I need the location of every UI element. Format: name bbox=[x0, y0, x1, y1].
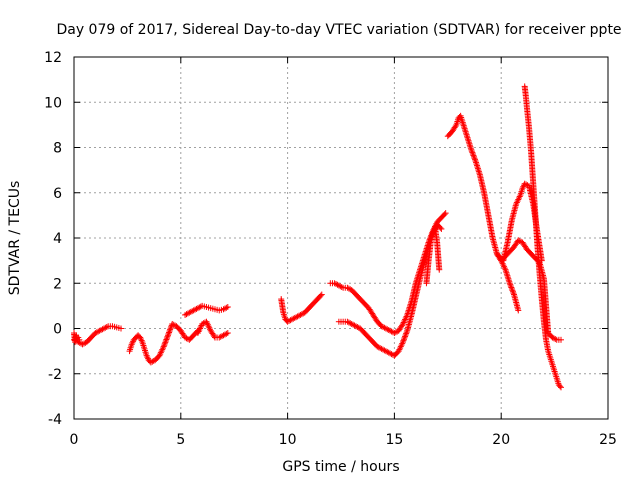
data-point bbox=[164, 332, 171, 339]
data-point-dense bbox=[469, 151, 476, 158]
data-point-dense bbox=[472, 156, 479, 163]
data-point-dense bbox=[508, 284, 515, 291]
data-point-dense bbox=[211, 333, 218, 340]
data-point-dense bbox=[167, 325, 174, 332]
data-point-dense bbox=[164, 333, 171, 340]
data-point-dense bbox=[507, 283, 514, 290]
data-point-dense bbox=[510, 290, 517, 297]
x-axis-label: GPS time / hours bbox=[282, 459, 399, 475]
data-point-dense bbox=[163, 335, 170, 342]
data-point-dense bbox=[223, 304, 230, 311]
data-point bbox=[160, 343, 167, 350]
data-point bbox=[468, 146, 475, 153]
chart-title: Day 079 of 2017, Sidereal Day-to-day VTE… bbox=[56, 22, 621, 38]
data-point bbox=[558, 384, 565, 391]
x-tick-label: 15 bbox=[385, 432, 403, 448]
y-tick-label: -2 bbox=[48, 367, 62, 383]
data-point-dense bbox=[165, 330, 172, 337]
data-point-dense bbox=[508, 285, 515, 292]
data-point-dense bbox=[509, 287, 516, 294]
data-point-dense bbox=[345, 285, 352, 292]
data-point-dense bbox=[469, 149, 476, 156]
axis-tick-labels: 0 5 10 15 20 25 -4 -2 0 2 4 6 8 10 12 bbox=[44, 50, 617, 448]
data-point-dense bbox=[166, 329, 173, 336]
data-point-dense bbox=[556, 383, 563, 390]
data-point bbox=[117, 325, 124, 332]
data-point bbox=[399, 339, 406, 346]
data-point-dense bbox=[401, 334, 408, 341]
data-point bbox=[76, 336, 83, 343]
data-point-dense bbox=[338, 284, 345, 291]
data-point-dense bbox=[167, 326, 174, 333]
data-point-dense bbox=[403, 329, 410, 336]
data-point-dense bbox=[401, 336, 408, 343]
y-tick-label: 10 bbox=[44, 95, 62, 111]
data-point-dense bbox=[161, 342, 168, 349]
y-tick-label: -4 bbox=[48, 412, 62, 428]
y-tick-label: 0 bbox=[53, 322, 62, 338]
data-point-dense bbox=[400, 337, 407, 344]
data-point-dense bbox=[221, 305, 228, 312]
data-point-dense bbox=[163, 336, 170, 343]
y-axis-label: SDTVAR / TECUs bbox=[7, 181, 23, 296]
data-point-dense bbox=[162, 339, 169, 346]
data-markers bbox=[71, 83, 565, 391]
x-tick-label: 5 bbox=[176, 432, 185, 448]
data-point-dense bbox=[162, 337, 169, 344]
data-point-dense bbox=[437, 224, 444, 231]
data-point-dense bbox=[161, 340, 168, 347]
data-point-dense bbox=[166, 328, 173, 335]
x-tick-label: 10 bbox=[279, 432, 297, 448]
data-point bbox=[224, 330, 231, 337]
data-point bbox=[436, 266, 443, 273]
data-point-dense bbox=[470, 152, 477, 159]
y-tick-label: 4 bbox=[53, 231, 62, 247]
data-point-dense bbox=[403, 330, 410, 337]
data-point-dense bbox=[103, 323, 110, 330]
y-tick-label: 6 bbox=[53, 186, 62, 202]
data-point-dense bbox=[509, 288, 516, 295]
data-point-dense bbox=[80, 340, 87, 347]
data-point-dense bbox=[441, 211, 448, 218]
y-tick-label: 12 bbox=[44, 50, 62, 66]
data-point-dense bbox=[468, 148, 475, 155]
data-point-dense bbox=[223, 330, 230, 337]
data-point-dense bbox=[507, 281, 514, 288]
x-tick-label: 20 bbox=[492, 432, 510, 448]
data-point bbox=[558, 336, 565, 343]
data-point-dense bbox=[392, 329, 399, 336]
data-point-dense bbox=[471, 155, 478, 162]
data-point-dense bbox=[317, 292, 324, 299]
data-point-dense bbox=[402, 333, 409, 340]
y-tick-label: 2 bbox=[53, 276, 62, 292]
data-point bbox=[506, 280, 513, 287]
x-tick-label: 25 bbox=[599, 432, 617, 448]
data-point-dense bbox=[470, 153, 477, 160]
y-tick-label: 8 bbox=[53, 141, 62, 157]
data-point bbox=[318, 291, 325, 298]
data-point-dense bbox=[402, 332, 409, 339]
grid-lines bbox=[74, 57, 608, 419]
axis-ticks bbox=[73, 56, 609, 420]
data-point bbox=[442, 210, 449, 217]
x-tick-label: 0 bbox=[70, 432, 79, 448]
data-point-dense bbox=[552, 336, 559, 343]
data-point-dense bbox=[452, 123, 459, 130]
data-point bbox=[224, 304, 231, 311]
data-point bbox=[515, 307, 522, 314]
data-point bbox=[438, 225, 445, 232]
